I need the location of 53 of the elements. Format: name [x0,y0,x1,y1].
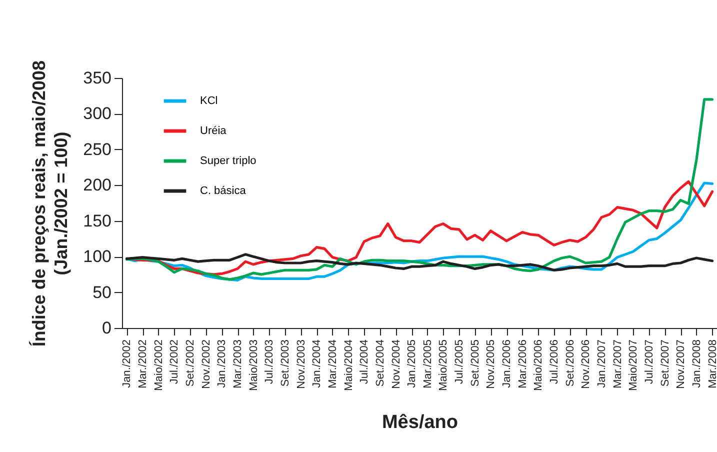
x-tick-label: Nov./2002 [200,340,212,389]
x-tick-label: Set./2005 [469,340,482,387]
x-tick-label: Nov./2006 [580,340,592,389]
y-tick-label: 250 [83,140,112,159]
x-tick-label: Maio/2004 [342,340,355,391]
legend-label: KCl [200,95,218,107]
x-tick-label: Jan./2008 [690,340,703,388]
legend-label: Uréia [200,125,228,137]
x-tick-label: Set./2006 [564,340,576,387]
x-tick-label: Maio/2003 [248,340,260,391]
x-tick-label: Maio/2006 [532,340,545,391]
x-tick-label: Nov./2005 [485,340,498,389]
x-tick-label: Maio/2007 [628,340,640,391]
x-tick-label: Nov./2004 [390,340,402,389]
x-tick-label: Mar./2002 [137,340,150,388]
x-tick-label: Jul./2003 [264,340,276,384]
legend-label: Super triplo [200,155,256,167]
x-tick-label: Set./2003 [279,340,292,387]
x-tick-label: Mar./2008 [706,340,717,388]
y-tick-label: 0 [102,318,112,338]
x-tick-label: Mar./2003 [232,340,244,388]
y-tick-label: 50 [92,282,112,302]
x-tick-label: Jul./2004 [358,340,371,384]
x-tick-label: Set./2004 [374,340,386,387]
x-tick-label: Nov./2007 [675,340,688,389]
x-axis-title: Mês/ano [382,412,458,433]
x-tick-label: Jan./2006 [501,340,514,388]
y-tick-label: 300 [83,104,112,124]
y-tick-label: 100 [83,247,112,266]
x-tick-label: Jan./2002 [121,340,134,388]
x-tick-label: Jul./2006 [548,340,561,384]
x-tick-label: Jan./2004 [311,340,324,388]
y-axis-title: Índice de preços reais, maio/2008 (Jan./2002 = 100) [29,60,72,347]
x-tick-label: Set./2002 [184,340,197,387]
x-tick-label: Mar./2005 [422,340,434,388]
x-tick-label: Jul./2005 [454,340,466,384]
x-tick-label: Mar./2006 [516,340,529,388]
legend-label: C. básica [200,185,247,197]
x-tick-label: Jan./2007 [596,340,608,388]
x-tick-label: Set./2007 [659,340,672,387]
y-tick-label: 150 [83,211,112,230]
y-tick-label: 200 [83,176,112,195]
x-tick-label: Mar./2007 [612,340,624,388]
y-tick-label: 350 [83,68,112,88]
x-tick-label: Nov./2003 [295,340,308,389]
x-tick-label: Jul./2002 [168,340,181,384]
x-tick-label: Jan./2005 [406,340,418,388]
x-tick-label: Maio/2005 [438,340,450,391]
x-tick-label: Jul./2007 [643,340,656,384]
x-tick-label: Mar./2004 [326,340,339,388]
line-series [125,253,714,272]
x-tick-label: Maio/2002 [152,340,165,391]
x-tick-label: Jan./2003 [216,340,228,388]
